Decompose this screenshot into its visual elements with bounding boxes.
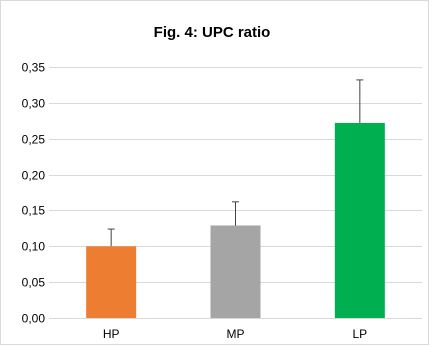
y-tick-label: 0,15 (22, 204, 46, 218)
y-tick-label: 0,20 (22, 169, 46, 183)
y-tick-label: 0,25 (22, 133, 46, 147)
bar-mp (210, 225, 261, 318)
y-axis-ticks: 0,00 0,05 0,10 0,15 0,20 0,25 0,30 0,35 (22, 61, 46, 326)
bar-lp (334, 122, 385, 319)
x-axis-ticks: HP MP LP (103, 327, 367, 341)
y-tick-label: 0,35 (22, 61, 46, 75)
y-tick-label: 0,00 (22, 312, 46, 326)
error-bars (107, 79, 364, 247)
x-tick-label: LP (352, 327, 367, 341)
y-tick-label: 0,10 (22, 240, 46, 254)
bar-hp (86, 246, 137, 318)
chart-title: Fig. 4: UPC ratio (154, 24, 271, 41)
bars (86, 122, 385, 319)
y-tick-label: 0,05 (22, 276, 46, 290)
y-tick-label: 0,30 (22, 97, 46, 111)
x-tick-label: HP (103, 327, 120, 341)
x-tick-label: MP (227, 327, 245, 341)
